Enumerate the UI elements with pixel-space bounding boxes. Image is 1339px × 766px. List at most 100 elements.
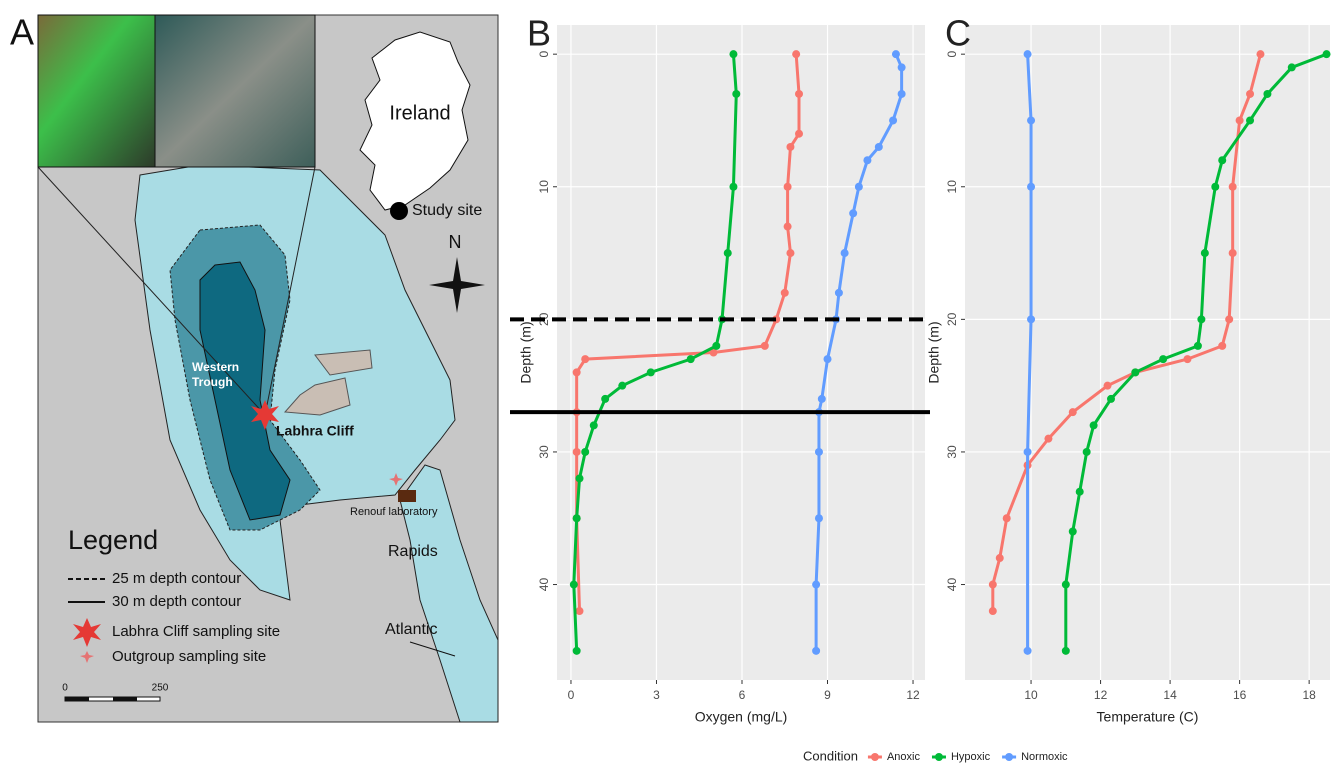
point (786, 142, 795, 151)
point (817, 394, 826, 403)
point (712, 341, 721, 350)
point (575, 607, 584, 616)
line (572, 54, 738, 651)
point (795, 129, 804, 138)
point (891, 50, 900, 59)
ireland-outline (359, 31, 471, 211)
point (646, 368, 655, 377)
point (786, 249, 795, 258)
line (814, 53, 904, 651)
contour-30m (199, 261, 291, 521)
x-tick-label: 12 (1094, 688, 1108, 702)
study-site-dot (390, 202, 408, 220)
point (1027, 315, 1036, 324)
map-legend-title: Legend (68, 525, 158, 555)
point (1200, 249, 1209, 258)
point (823, 355, 832, 364)
legend-key (73, 618, 101, 647)
legend-label: Anoxic (887, 751, 921, 763)
point (1228, 249, 1237, 258)
map-legend-item: 30 m depth contour (112, 593, 241, 610)
point (814, 447, 823, 456)
legend-key (80, 651, 94, 663)
point (1103, 381, 1112, 390)
y-tick-label: 30 (945, 445, 959, 459)
map-legend-item: 25 m depth contour (112, 570, 241, 587)
x-tick-label: 14 (1163, 688, 1177, 702)
y-tick-label: 40 (945, 578, 959, 592)
point (1023, 50, 1032, 59)
photo (37, 14, 156, 168)
scale-bar (65, 697, 89, 701)
channel (399, 464, 499, 723)
point (1027, 182, 1036, 191)
map-label: Renouf laboratory (350, 506, 438, 518)
map-label: Trough (192, 375, 233, 389)
x-tick-label: 0 (568, 688, 575, 702)
point (1082, 447, 1091, 456)
point (897, 89, 906, 98)
labhra-star (251, 400, 279, 430)
point (834, 288, 843, 297)
line (1064, 52, 1328, 651)
panel-letter: C (945, 13, 971, 54)
point (686, 355, 695, 364)
point (889, 116, 898, 125)
panel-letter: A (10, 12, 34, 53)
inset-line (264, 166, 316, 416)
point (783, 222, 792, 231)
point (732, 89, 741, 98)
point (581, 355, 590, 364)
point (729, 50, 738, 59)
point (1322, 50, 1331, 59)
x-tick-label: 6 (739, 688, 746, 702)
point (1256, 50, 1265, 59)
point (1246, 116, 1255, 125)
point (723, 249, 732, 258)
point (812, 580, 821, 589)
x-tick-label: 9 (824, 688, 831, 702)
map-label: Atlantic (385, 621, 437, 638)
point (1218, 341, 1227, 350)
point (795, 89, 804, 98)
point (729, 182, 738, 191)
point (1183, 355, 1192, 364)
x-tick-label: 18 (1302, 688, 1316, 702)
legend-key (1005, 753, 1014, 761)
point (897, 63, 906, 72)
point (572, 514, 581, 523)
point (572, 368, 581, 377)
map-label: Western (192, 360, 239, 374)
point (1023, 447, 1032, 456)
map-panel: A Ireland Study site N Western Trough La… (10, 12, 499, 723)
point (1235, 116, 1244, 125)
point (1107, 394, 1115, 403)
point (995, 554, 1004, 563)
y-tick-label: 40 (537, 578, 551, 592)
point (812, 646, 821, 655)
legend-label: Normoxic (1021, 751, 1068, 763)
outgroup-star (389, 473, 403, 486)
point (1193, 341, 1202, 350)
point (849, 209, 858, 218)
y-tick-label: 30 (537, 445, 551, 459)
point (988, 607, 997, 616)
point (1002, 514, 1011, 523)
point (1068, 527, 1077, 536)
scale-label: 250 (152, 683, 169, 694)
inset-line (37, 166, 266, 416)
x-axis-label: Oxygen (mg/L) (695, 709, 788, 725)
point (1027, 116, 1036, 125)
point (1263, 89, 1272, 98)
point (589, 421, 598, 430)
scale-label: 0 (62, 683, 68, 694)
point (1211, 182, 1220, 191)
point (575, 474, 584, 483)
point (709, 348, 718, 357)
point (1075, 487, 1084, 496)
map-label: N (449, 232, 462, 252)
legend-title: Condition (803, 748, 858, 763)
point (814, 514, 823, 523)
point (1061, 646, 1070, 655)
